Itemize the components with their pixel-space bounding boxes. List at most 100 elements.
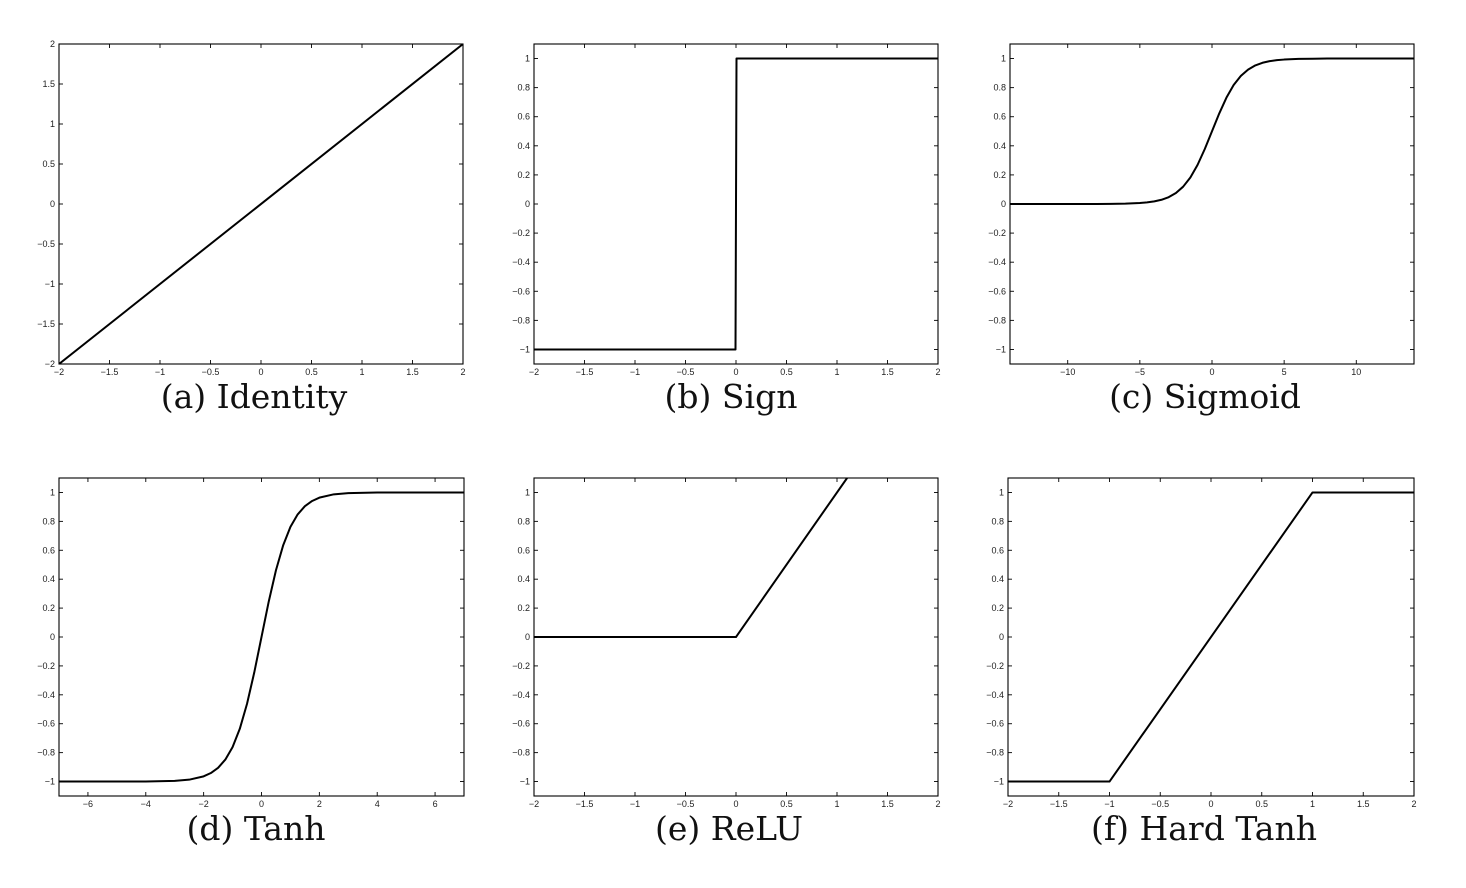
- tanh-x-tick-label: 6: [433, 799, 438, 809]
- sign-y-tick-label: 0.4: [517, 141, 530, 151]
- sign-x-tick-label: 0.5: [780, 367, 793, 377]
- relu-y-tick-label: 0.2: [517, 603, 530, 613]
- hard-tanh-y-tick-label: −0.6: [986, 719, 1004, 729]
- sign-curve: [534, 57, 938, 351]
- panel-sigmoid: −10 −5 0 5 10 −1 −0.8 −0.6 −0.4 −0.2 0 0.2 0.4 0.6 0.8…: [988, 43, 1415, 416]
- sign-y-tick-label: 0.6: [517, 112, 530, 122]
- sign-y-tick-label: −0.2: [512, 228, 530, 238]
- tanh-y-tick-label: −0.4: [37, 690, 55, 700]
- identity-y-tick-label: 0: [50, 199, 55, 209]
- hard-tanh-x-tick-label: 2: [1411, 799, 1416, 809]
- sign-y-tick-label: 0.8: [517, 83, 530, 93]
- sigmoid-x-tick-label: 0: [1209, 367, 1214, 377]
- tanh-caption: (d) Tanh: [187, 809, 326, 848]
- relu-x-tick-label: 2: [935, 799, 940, 809]
- sigmoid-y-tick-label: 0.6: [993, 112, 1006, 122]
- sigmoid-x-tick-label: −5: [1135, 367, 1145, 377]
- hard-tanh-y-tick-label: 0.4: [991, 574, 1004, 584]
- sigmoid-caption: (c) Sigmoid: [1109, 377, 1301, 416]
- relu-x-tick-label: 1.5: [881, 799, 894, 809]
- sign-y-tick-label: −1: [520, 344, 530, 354]
- identity-x-tick-label: −1: [155, 367, 165, 377]
- relu-x-tick-label: −1: [630, 799, 640, 809]
- identity-y-tick-label: −0.5: [37, 239, 55, 249]
- identity-y-tick-label: 2: [50, 39, 55, 49]
- tanh-y-tick-label: 0: [50, 632, 55, 642]
- sigmoid-y-tick-label: 0.8: [993, 83, 1006, 93]
- hard-tanh-x-tick-label: −2: [1003, 799, 1013, 809]
- sign-x-tick-label: 1.5: [881, 367, 894, 377]
- tanh-x-tick-label: 2: [317, 799, 322, 809]
- identity-curve: [59, 44, 463, 364]
- tanh-curve: [59, 491, 464, 783]
- identity-y-tick-label: −2: [45, 359, 55, 369]
- relu-y-tick-label: 1: [525, 487, 530, 497]
- sigmoid-y-tick-label: −0.2: [988, 228, 1006, 238]
- hard-tanh-caption: (f) Hard Tanh: [1091, 809, 1317, 848]
- identity-y-tick-label: −1.5: [37, 319, 55, 329]
- identity-x-tick-label: −2: [54, 367, 64, 377]
- relu-y-tick-label: 0.4: [517, 574, 530, 584]
- tanh-y-tick-label: 0.4: [42, 574, 55, 584]
- sigmoid-x-tick-label: −10: [1060, 367, 1075, 377]
- tanh-y-tick-label: −1: [45, 777, 55, 787]
- hard-tanh-y-tick-label: 0.6: [991, 545, 1004, 555]
- hard-tanh-x-tick-label: −0.5: [1151, 799, 1169, 809]
- sigmoid-y-tick-label: −0.6: [988, 286, 1006, 296]
- identity-y-tick-label: 1.5: [42, 79, 55, 89]
- relu-x-tick-label: −1.5: [576, 799, 594, 809]
- panel-hard-tanh: −2 −1.5 −1 −0.5 0 0.5 1 1.5 2 −1 −0.8 −0.6 −0.4 −0.2 0…: [986, 477, 1417, 848]
- tanh-x-tick-label: 4: [375, 799, 380, 809]
- sign-x-tick-label: −1.5: [576, 367, 594, 377]
- hard-tanh-y-tick-label: −0.2: [986, 661, 1004, 671]
- tanh-y-tick-label: 0.8: [42, 516, 55, 526]
- relu-y-tick-label: −0.2: [512, 661, 530, 671]
- relu-y-tick-label: −1: [520, 777, 530, 787]
- sign-x-tick-label: −0.5: [677, 367, 695, 377]
- sign-x-tick-label: 0: [733, 367, 738, 377]
- panel-sign: −2 −1.5 −1 −0.5 0 0.5 1 1.5 2 −1 −0.8 −0.6 −0.4 −0.2 0…: [512, 43, 941, 416]
- relu-x-tick-label: −2: [529, 799, 539, 809]
- panel-identity: −2 −1.5 −1 −0.5 0 0.5 1 1.5 2 −2 −1.5 −1 −0.5 0 0.5 1 1.…: [37, 39, 465, 416]
- relu-x-tick-label: 0.5: [780, 799, 793, 809]
- hard-tanh-y-tick-label: 0.8: [991, 516, 1004, 526]
- sign-x-tick-label: 1: [834, 367, 839, 377]
- identity-x-tick-label: 2: [460, 367, 465, 377]
- relu-x-tick-label: 1: [834, 799, 839, 809]
- sigmoid-curve: [1010, 57, 1414, 205]
- relu-caption: (e) ReLU: [655, 809, 803, 848]
- relu-curve: [534, 478, 848, 638]
- tanh-x-tick-label: −6: [83, 799, 93, 809]
- tanh-y-tick-label: 0.2: [42, 603, 55, 613]
- identity-x-tick-label: 1: [359, 367, 364, 377]
- hard-tanh-x-tick-label: 1.5: [1357, 799, 1370, 809]
- sigmoid-y-tick-label: 0: [1001, 199, 1006, 209]
- panel-relu: −2 −1.5 −1 −0.5 0 0.5 1 1.5 2 −1 −0.8 −0.6 −0.4 −0.2 0…: [512, 477, 941, 848]
- sign-caption: (b) Sign: [665, 377, 798, 416]
- relu-y-tick-label: −0.8: [512, 748, 530, 758]
- relu-y-tick-label: 0: [525, 632, 530, 642]
- sign-y-tick-label: −0.8: [512, 315, 530, 325]
- identity-y-tick-label: 0.5: [42, 159, 55, 169]
- identity-x-tick-label: 1.5: [406, 367, 419, 377]
- tanh-y-tick-label: −0.8: [37, 748, 55, 758]
- identity-y-tick-label: −1: [45, 279, 55, 289]
- identity-x-tick-label: −0.5: [202, 367, 220, 377]
- identity-x-tick-label: −1.5: [101, 367, 119, 377]
- sigmoid-y-tick-label: −0.4: [988, 257, 1006, 267]
- hard-tanh-x-tick-label: −1.5: [1050, 799, 1068, 809]
- hard-tanh-x-tick-label: 0.5: [1255, 799, 1268, 809]
- identity-y-tick-label: 1: [50, 119, 55, 129]
- tanh-y-tick-label: 0.6: [42, 545, 55, 555]
- relu-y-tick-label: −0.4: [512, 690, 530, 700]
- tanh-x-tick-label: 0: [259, 799, 264, 809]
- panel-tanh: −6 −4 −2 0 2 4 6 −1 −0.8 −0.6 −0.4 −0.2 0 0.2 0.4 0.6 0.…: [37, 477, 465, 848]
- hard-tanh-x-tick-label: 0: [1208, 799, 1213, 809]
- hard-tanh-y-tick-label: −0.8: [986, 748, 1004, 758]
- sigmoid-y-tick-label: −1: [996, 344, 1006, 354]
- tanh-y-tick-label: 1: [50, 487, 55, 497]
- identity-caption: (a) Identity: [161, 377, 348, 416]
- relu-y-tick-label: −0.6: [512, 719, 530, 729]
- sign-x-tick-label: −1: [630, 367, 640, 377]
